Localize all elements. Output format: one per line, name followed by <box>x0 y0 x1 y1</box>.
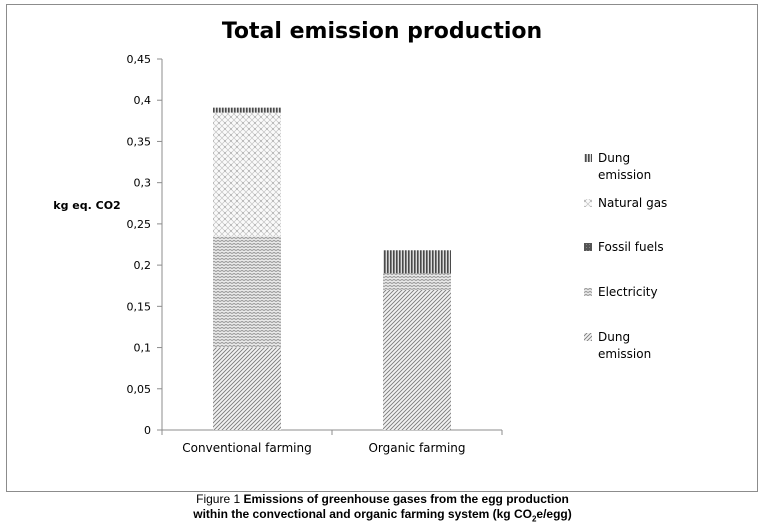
legend-swatch <box>584 288 592 296</box>
y-axis-label: kg eq. CO2 <box>53 199 120 212</box>
y-tick-label: 0,1 <box>134 342 152 355</box>
caption-line1: Emissions of greenhouse gases from the e… <box>243 492 569 506</box>
figure-caption: Figure 1 Emissions of greenhouse gases f… <box>0 492 765 526</box>
legend-label: Electricity <box>598 285 658 299</box>
y-tick-label: 0,05 <box>127 383 152 396</box>
legend-swatch <box>584 333 592 341</box>
legend-label: Dung emission <box>598 330 651 361</box>
caption-prefix: Figure 1 <box>196 492 241 506</box>
legend-label: Dung emission <box>598 151 651 182</box>
legend-label: Natural gas <box>598 196 667 210</box>
x-axis-labels: Conventional farming Organic farming <box>182 441 465 455</box>
legend-swatch <box>584 243 592 251</box>
bar-segment-4-1 <box>383 250 451 274</box>
legend: Dung emission Natural gas Fossil fuels Elect… <box>584 151 667 361</box>
bar-segment-0-0 <box>213 347 281 430</box>
bar-segment-0-1 <box>383 289 451 430</box>
y-tick-label: 0,15 <box>127 300 152 313</box>
y-tick-label: 0,35 <box>127 135 152 148</box>
bar-segment-1-0 <box>213 236 281 348</box>
chart-title: Total emission production <box>222 19 542 44</box>
bars <box>213 107 451 430</box>
bar-segment-1-1 <box>383 273 451 290</box>
x-tick-label: Conventional farming <box>182 441 311 455</box>
legend-label: Fossil fuels <box>598 240 664 254</box>
y-tick-label: 0,45 <box>127 53 152 66</box>
y-tick-label: 0,2 <box>134 259 152 272</box>
x-tick-label: Organic farming <box>368 441 465 455</box>
bar-segment-3-0 <box>213 112 281 237</box>
bar-segment-4-0 <box>213 107 281 113</box>
y-tick-label: 0,3 <box>134 177 152 190</box>
legend-swatch <box>584 154 592 162</box>
y-tick-label: 0,25 <box>127 218 152 231</box>
caption-line2-b: e/egg) <box>536 507 572 521</box>
legend-swatch <box>584 199 592 207</box>
caption-line2-sub: 2 <box>531 514 537 524</box>
y-tick-label: 0,4 <box>134 94 152 107</box>
y-tick-label: 0 <box>144 424 151 437</box>
chart-frame <box>6 4 758 492</box>
caption-line2-a: within the convectional and organic farm… <box>193 507 532 521</box>
